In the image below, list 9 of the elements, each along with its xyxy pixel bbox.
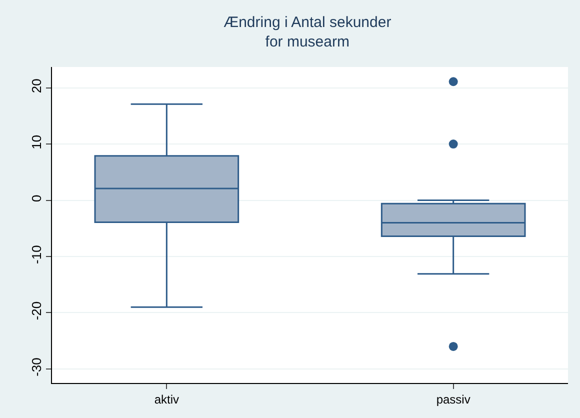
y-tick-label: -10 bbox=[28, 245, 44, 264]
y-tick-label: -20 bbox=[28, 301, 44, 320]
y-tick-label: -30 bbox=[28, 358, 44, 376]
y-tick-label: 0 bbox=[28, 194, 44, 202]
y-tick-label: 20 bbox=[28, 78, 44, 94]
chart-title: Ændring i Antal sekunder for musearm bbox=[224, 14, 392, 51]
y-tick-label: 10 bbox=[28, 134, 44, 150]
x-tick-label: passiv bbox=[436, 392, 470, 406]
x-tick-label: aktiv bbox=[154, 392, 180, 406]
